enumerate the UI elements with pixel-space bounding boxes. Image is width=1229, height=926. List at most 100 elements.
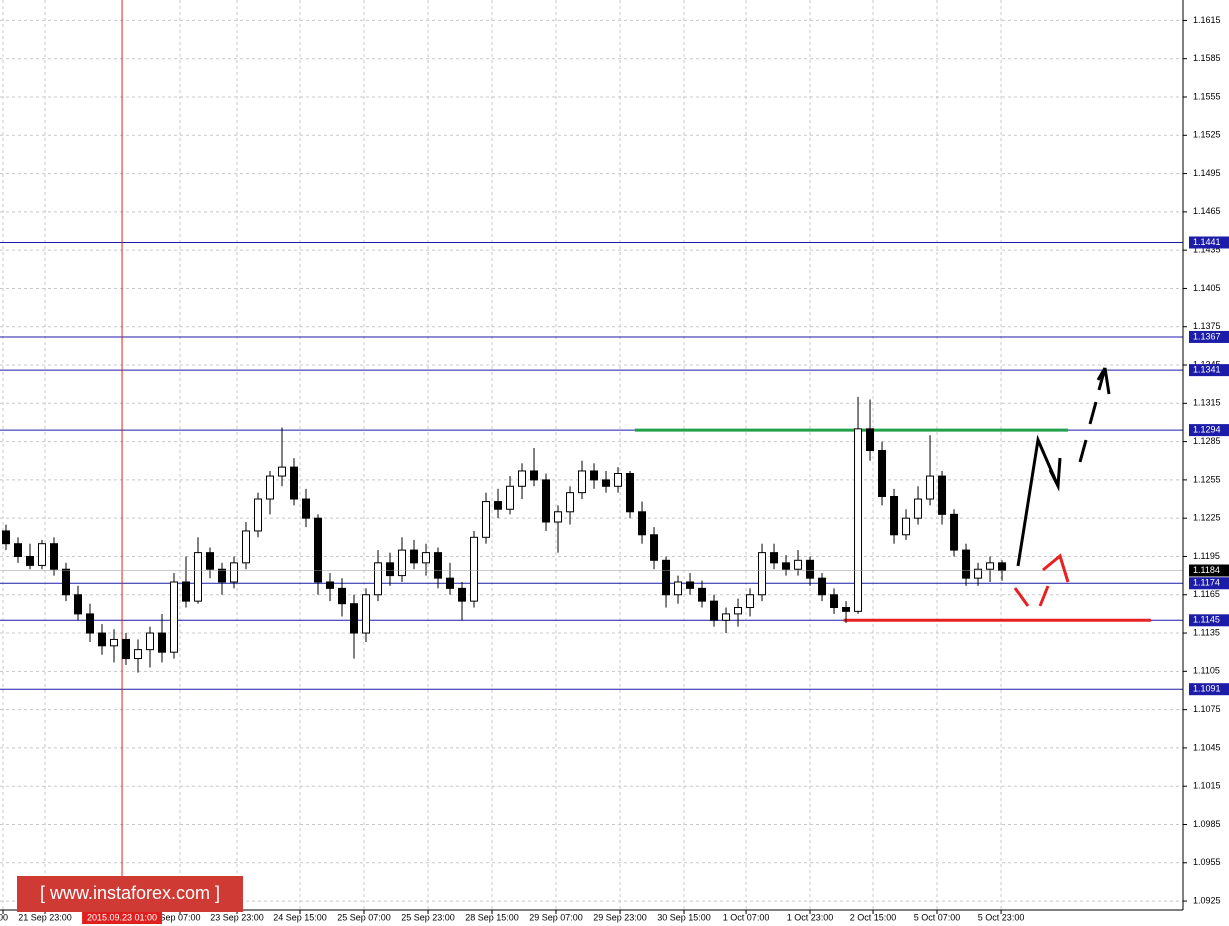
black-arrow [1016,434,1062,567]
candle-body [914,498,923,519]
candle-body [674,581,683,596]
candle-body [554,511,563,523]
candle-body [506,485,515,510]
plot [0,0,1183,910]
x-tick-label: 30 Sep 15:00 [657,912,711,922]
candle-body [890,495,899,536]
candle-body [206,552,215,570]
candle-body [434,552,443,579]
candle-body [938,475,947,515]
level-label-box [1189,330,1229,343]
forecast-arrows [1013,367,1111,607]
y-tick-label: 1.1495 [1193,168,1221,178]
candle-body [194,552,203,602]
candle-body [50,543,59,570]
candle-body [530,470,539,481]
candle-body [722,613,731,621]
y-tick-label: 1.1465 [1193,206,1221,216]
candle-body [218,568,227,583]
level-label: 1.1091 [1193,684,1221,694]
candle-body [398,549,407,577]
candle-body [146,632,155,651]
candle-body [410,549,419,564]
level-label: 1.1145 [1193,615,1220,625]
candle-body [98,632,107,647]
candle-body [38,543,47,566]
watermark-text: [ www.instaforex.com ] [40,883,220,903]
level-label-box [1189,424,1229,437]
x-tick-label: 25 Sep 07:00 [337,912,391,922]
candle-body [998,562,1007,572]
candle-body [638,511,647,536]
candle-body [74,594,83,615]
vline-label-box [82,912,163,924]
candle-body [902,517,911,536]
y-tick-label: 1.1075 [1193,704,1221,714]
candle-body [446,577,455,589]
candle-body [470,536,479,602]
watermark: [ www.instaforex.com ] [17,876,243,912]
candle-body [758,552,767,596]
candle-body [134,649,143,660]
y-tick-label: 1.1615 [1193,15,1221,25]
candle-body [866,428,875,452]
candle-body [170,581,179,653]
level-label-box [1189,614,1229,627]
x-tick-label: 00 [0,912,8,922]
current-price-label: 1.1184 [1193,565,1220,575]
candle-body [158,632,167,653]
candle-body [974,568,983,579]
y-tick-label: 1.1255 [1193,474,1221,484]
x-tick-label: 5 Oct 07:00 [914,912,961,922]
candle-body [590,470,599,481]
x-tick-label: 29 Sep 07:00 [529,912,583,922]
candle-body [878,450,887,497]
candle-body [950,513,959,551]
level-label-box [1189,364,1229,377]
x-tick-label: 21 Sep 23:00 [18,912,72,922]
candle-body [266,475,275,500]
candle-body [2,530,11,545]
candle-body [698,587,707,602]
candle-body [494,501,503,510]
black-dashed-arrow [1078,367,1111,463]
x-tick-label: 29 Sep 23:00 [593,912,647,922]
y-tick-label: 1.1105 [1193,666,1220,676]
candle-body [302,498,311,519]
candle-body [962,549,971,579]
candle-body [854,428,863,612]
candle-body [626,473,635,513]
level-label-box [1189,577,1229,590]
x-tick-label: 28 Sep 15:00 [465,912,519,922]
level-label: 1.1174 [1193,578,1220,588]
level-label: 1.1367 [1193,331,1221,341]
candle-body [86,613,95,634]
y-tick-label: 1.1435 [1193,245,1221,255]
y-tick-label: 1.1165 [1193,589,1220,599]
candle-body [746,594,755,609]
x-tick-label: Sep 07:00 [159,912,200,922]
candle-body [566,492,575,513]
candle-body [542,479,551,523]
candle-body [614,473,623,487]
x-tick-label: 2 Oct 15:00 [850,912,897,922]
y-tick-label: 1.1525 [1193,130,1221,140]
x-tick-label: 1 Oct 07:00 [723,912,770,922]
candle-body [326,581,335,589]
candle-body [650,534,659,561]
candle-body [230,562,239,583]
candle-body [122,638,131,660]
candle-body [602,479,611,487]
candle-body [362,594,371,634]
candle-body [254,498,263,532]
candle-body [386,562,395,577]
candle-body [26,555,35,566]
candle-body [770,552,779,564]
candle-body [842,607,851,612]
candle-body [242,530,251,564]
red-arrow [1013,553,1070,607]
y-tick-label: 1.1045 [1193,742,1221,752]
candle-body [710,600,719,621]
